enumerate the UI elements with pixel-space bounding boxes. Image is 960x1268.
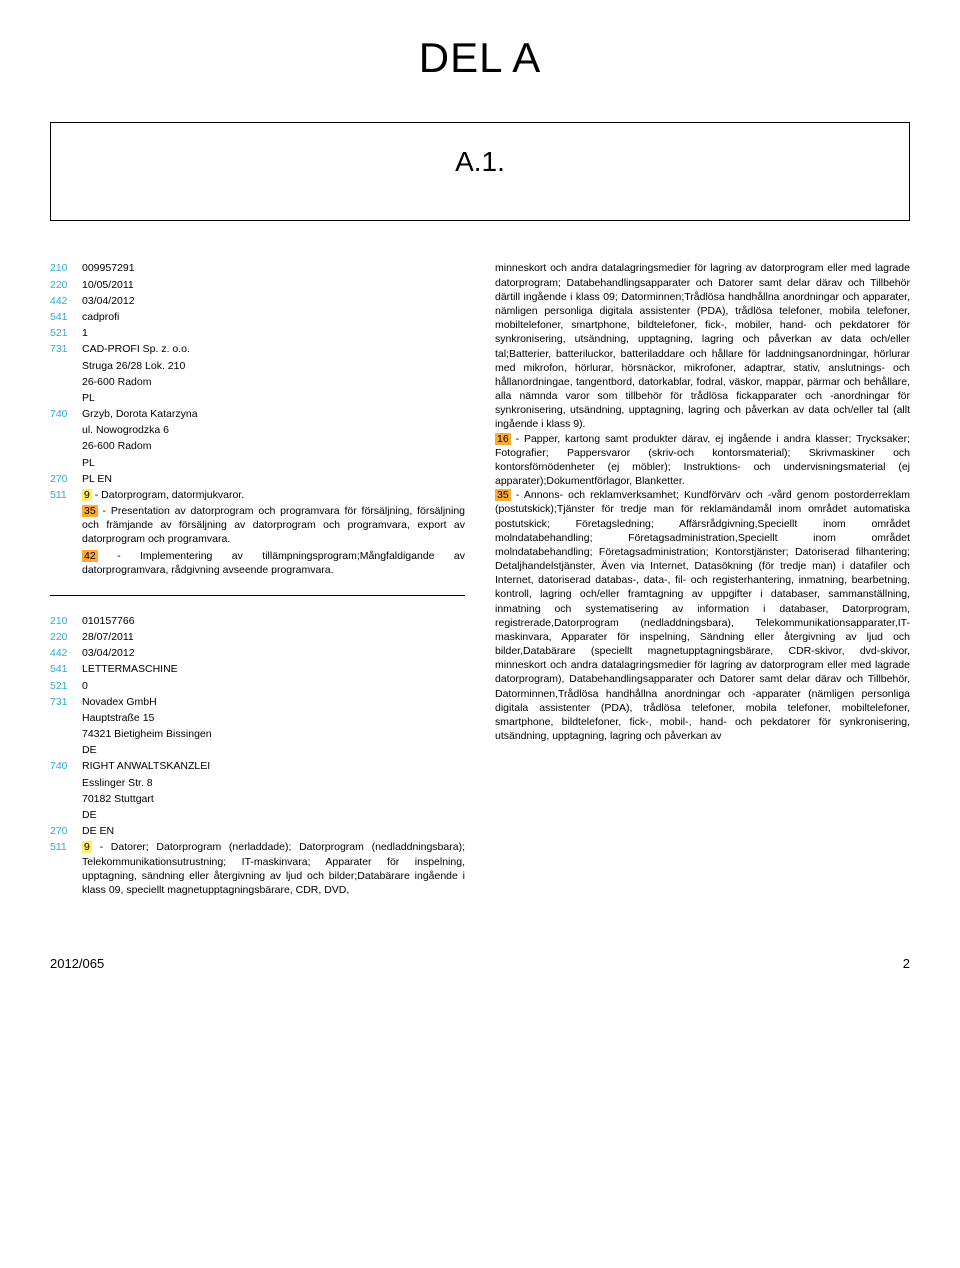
left-column: 210009957291 22010/05/2011 44203/04/2012… — [50, 261, 465, 915]
footer-right: 2 — [903, 955, 910, 973]
code-521: 521 — [50, 326, 82, 340]
entry-2: 210010157766 22028/07/2011 44203/04/2012… — [50, 614, 465, 897]
val-731-3: 74321 Bietigheim Bissingen — [50, 727, 465, 741]
val-511-35: 35 - Presentation av datorprogram och pr… — [50, 504, 465, 547]
code-521: 521 — [50, 679, 82, 693]
code-740: 740 — [50, 759, 82, 773]
code-511: 511 — [50, 840, 82, 897]
class-16-hl: 16 — [495, 433, 511, 445]
val-541: cadprofi — [82, 310, 465, 324]
class-35-hl: 35 — [495, 489, 511, 501]
val-740-2: Esslinger Str. 8 — [50, 776, 465, 790]
val-270: DE EN — [82, 824, 465, 838]
val-511-9: 9 - Datorprogram, datormjukvaror. — [82, 488, 465, 502]
val-220: 10/05/2011 — [82, 278, 465, 292]
code-541: 541 — [50, 662, 82, 676]
val-740-4: PL — [50, 456, 465, 470]
val-521: 0 — [82, 679, 465, 693]
right-para-1: minneskort och andra datalagringsmedier … — [495, 261, 910, 431]
main-title: DEL A — [50, 30, 910, 87]
val-220: 28/07/2011 — [82, 630, 465, 644]
class-42-hl: 42 — [82, 550, 98, 562]
right-para-35: 35 - Annons- och reklamverksamhet; Kundf… — [495, 488, 910, 743]
code-731: 731 — [50, 342, 82, 356]
footer-left: 2012/065 — [50, 955, 104, 973]
val-731-4: DE — [50, 743, 465, 757]
code-270: 270 — [50, 824, 82, 838]
class-35-hl: 35 — [82, 505, 98, 517]
code-731: 731 — [50, 695, 82, 709]
right-column: minneskort och andra datalagringsmedier … — [495, 261, 910, 915]
class-9-hl: 9 — [82, 841, 92, 853]
section-title: A.1. — [81, 143, 879, 181]
val-740-3: 26-600 Radom — [50, 439, 465, 453]
val-731-2: Struga 26/28 Lok. 210 — [50, 359, 465, 373]
code-210: 210 — [50, 614, 82, 628]
code-442: 442 — [50, 294, 82, 308]
val-210: 009957291 — [82, 261, 465, 275]
val-731-3: 26-600 Radom — [50, 375, 465, 389]
val-740-1: Grzyb, Dorota Katarzyna — [82, 407, 465, 421]
code-541: 541 — [50, 310, 82, 324]
val-442: 03/04/2012 — [82, 646, 465, 660]
code-740: 740 — [50, 407, 82, 421]
val-511-42: 42 - Implementering av tillämpningsprogr… — [50, 549, 465, 577]
entry-1: 210009957291 22010/05/2011 44203/04/2012… — [50, 261, 465, 576]
class-16-text: - Papper, kartong samt produkter därav, … — [495, 433, 910, 488]
code-511: 511 — [50, 488, 82, 502]
val-511-9: 9 - Datorer; Datorprogram (nerladdade); … — [82, 840, 465, 897]
code-270: 270 — [50, 472, 82, 486]
content-columns: 210009957291 22010/05/2011 44203/04/2012… — [50, 261, 910, 915]
val-740-2: ul. Nowogrodzka 6 — [50, 423, 465, 437]
right-para-16: 16 - Papper, kartong samt produkter dära… — [495, 432, 910, 489]
class-9-text: - Datorer; Datorprogram (nerladdade); Da… — [82, 841, 465, 896]
entry-separator — [50, 595, 465, 596]
val-541: LETTERMASCHINE — [82, 662, 465, 676]
val-442: 03/04/2012 — [82, 294, 465, 308]
val-521: 1 — [82, 326, 465, 340]
section-box: A.1. — [50, 122, 910, 222]
code-442: 442 — [50, 646, 82, 660]
class-35-text: - Annons- och reklamverksamhet; Kundförv… — [495, 489, 910, 742]
code-210: 210 — [50, 261, 82, 275]
class-35-text: - Presentation av datorprogram och progr… — [82, 505, 465, 545]
val-740-4: DE — [50, 808, 465, 822]
class-9-hl: 9 — [82, 489, 92, 501]
val-740-3: 70182 Stuttgart — [50, 792, 465, 806]
page-footer: 2012/065 2 — [50, 955, 910, 973]
code-220: 220 — [50, 278, 82, 292]
class-42-text: - Implementering av tillämpningsprogram;… — [82, 550, 465, 576]
val-740-1: RIGHT ANWALTSKANZLEI — [82, 759, 465, 773]
val-210: 010157766 — [82, 614, 465, 628]
class-9-text: - Datorprogram, datormjukvaror. — [92, 489, 244, 501]
val-731-2: Hauptstraße 15 — [50, 711, 465, 725]
val-270: PL EN — [82, 472, 465, 486]
val-731-4: PL — [50, 391, 465, 405]
val-731-1: CAD-PROFI Sp. z. o.o. — [82, 342, 465, 356]
val-731-1: Novadex GmbH — [82, 695, 465, 709]
code-220: 220 — [50, 630, 82, 644]
